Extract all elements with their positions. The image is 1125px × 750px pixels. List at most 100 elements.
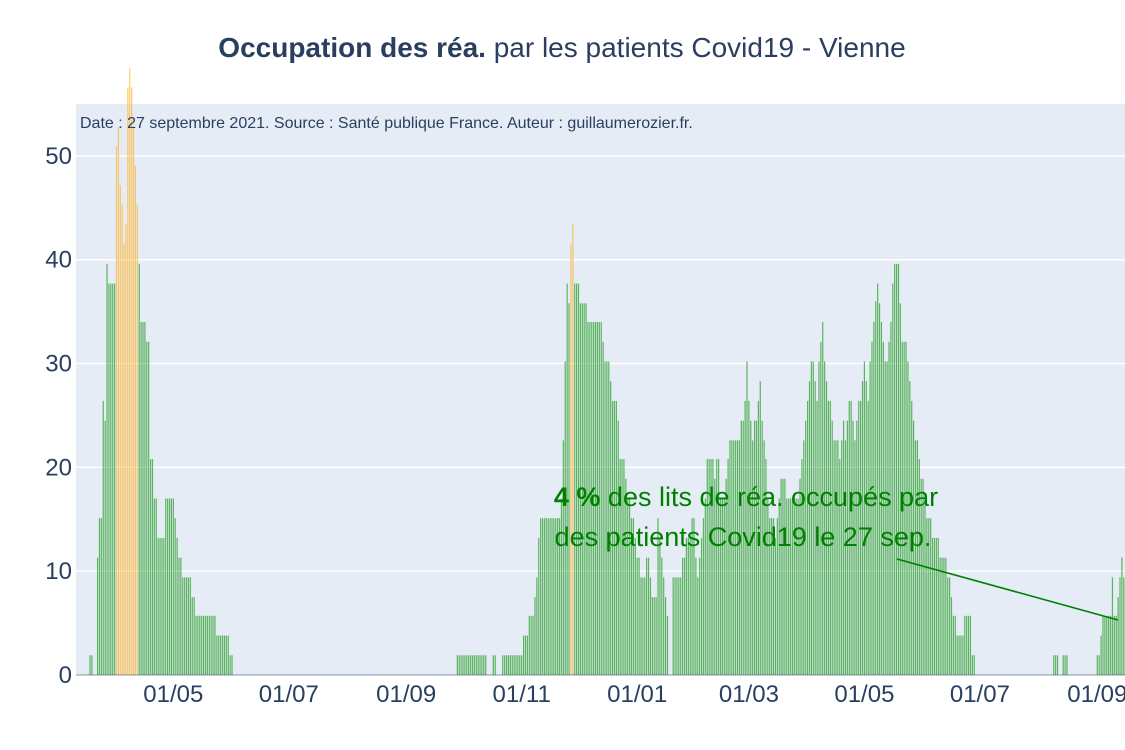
bar	[606, 361, 608, 675]
bar	[678, 577, 680, 675]
y-tick-label: 10	[45, 558, 72, 585]
bar	[138, 263, 140, 675]
bar	[155, 498, 157, 675]
bar	[812, 361, 814, 675]
y-tick-label: 50	[45, 143, 72, 170]
bar	[964, 615, 966, 675]
annotation-line-1: 4 % des lits de réa. occupés par	[554, 482, 938, 512]
bar	[625, 478, 627, 675]
bar	[231, 655, 233, 675]
bar	[663, 577, 665, 675]
bar	[1117, 597, 1119, 675]
bar	[210, 615, 212, 675]
bar	[1113, 615, 1115, 675]
bar	[945, 557, 947, 675]
bar	[918, 459, 920, 675]
bar	[767, 498, 769, 675]
bar	[822, 322, 824, 675]
bar	[557, 518, 559, 675]
bar	[473, 655, 475, 675]
bar	[958, 635, 960, 675]
bar	[829, 400, 831, 675]
bar	[916, 440, 919, 675]
x-tick-label: 01/03	[719, 681, 779, 708]
bar	[901, 341, 903, 675]
bar	[572, 224, 574, 675]
bar	[144, 322, 146, 675]
bar	[1121, 557, 1123, 675]
y-tick-label: 20	[45, 454, 72, 481]
bar	[831, 420, 833, 675]
bar	[201, 615, 203, 675]
bar	[682, 557, 684, 675]
bar	[206, 615, 208, 675]
bar	[793, 498, 795, 675]
bar	[558, 518, 561, 675]
bar	[212, 615, 214, 675]
bar	[735, 440, 737, 675]
bar	[807, 400, 809, 675]
bar	[723, 498, 725, 675]
bar	[492, 655, 494, 675]
bar	[702, 518, 705, 675]
bar	[653, 597, 655, 675]
bar	[930, 518, 932, 675]
bar	[935, 537, 937, 675]
bar	[871, 341, 873, 675]
bar	[661, 557, 663, 675]
bar	[699, 557, 701, 675]
bar	[182, 577, 184, 675]
bar	[468, 655, 470, 675]
bar	[969, 615, 972, 675]
bar	[163, 537, 165, 675]
bar	[157, 537, 159, 675]
bar	[729, 440, 731, 675]
bar	[541, 518, 544, 675]
bar	[848, 400, 850, 675]
bar	[931, 537, 934, 675]
bar	[786, 498, 788, 675]
bar	[886, 361, 888, 675]
x-tick-label: 01/07	[259, 681, 319, 708]
bar	[517, 655, 519, 675]
bar	[708, 459, 710, 675]
bar	[551, 518, 553, 675]
bar	[519, 655, 521, 675]
bar	[127, 87, 129, 675]
bar	[689, 537, 691, 675]
bar	[594, 322, 597, 675]
annotation-line-1-rest: des lits de réa. occupés par	[600, 482, 938, 512]
bar	[1106, 615, 1108, 675]
bar	[913, 420, 915, 675]
bar	[223, 635, 226, 675]
bar	[526, 635, 528, 675]
annotation-pct: 4 %	[554, 482, 601, 512]
bar	[789, 498, 792, 675]
bar	[731, 440, 733, 675]
bar	[165, 498, 167, 675]
bar	[227, 635, 229, 675]
bar	[894, 263, 896, 675]
bar	[598, 322, 600, 675]
bar	[511, 655, 513, 675]
bar	[907, 361, 909, 675]
bar	[477, 655, 479, 675]
bar	[610, 381, 612, 675]
bar	[146, 341, 148, 675]
bar	[504, 655, 506, 675]
bar	[824, 361, 826, 675]
bar	[797, 498, 799, 675]
bar	[218, 635, 220, 675]
bar	[911, 400, 913, 675]
bar	[799, 478, 801, 675]
bar	[920, 478, 922, 675]
bar	[174, 518, 176, 675]
bar	[159, 537, 161, 675]
bar	[515, 655, 517, 675]
bar	[149, 459, 152, 675]
bar	[646, 557, 648, 675]
bar	[581, 303, 583, 675]
x-tick-label: 01/05	[834, 681, 894, 708]
bar	[947, 577, 949, 675]
bar	[782, 478, 784, 675]
